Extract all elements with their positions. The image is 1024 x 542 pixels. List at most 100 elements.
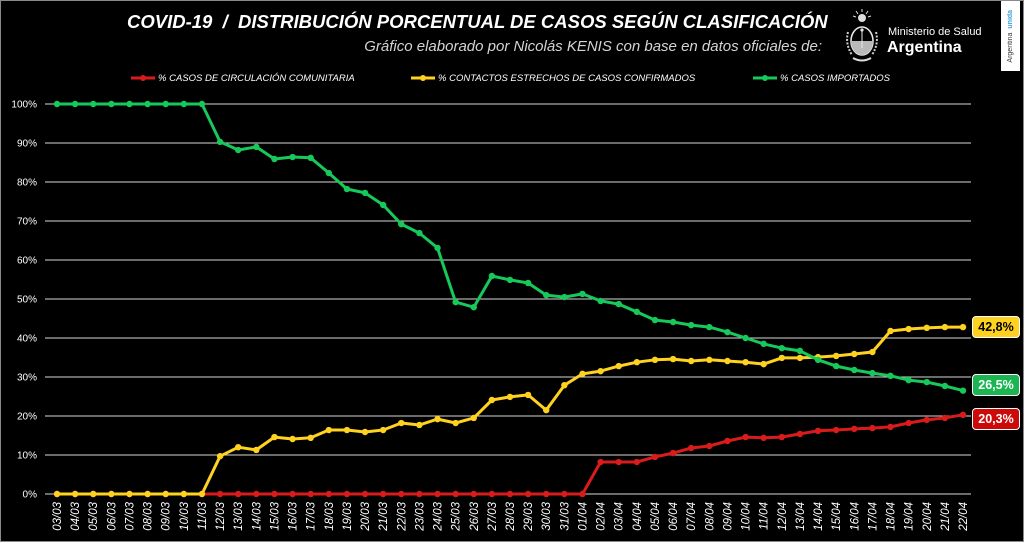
data-point-comunitaria <box>851 425 858 433</box>
data-point-contactos <box>778 354 785 362</box>
data-point-importados <box>53 100 61 108</box>
data-point-contactos <box>941 323 949 331</box>
data-point-importados <box>615 300 622 308</box>
legend-label-comunitaria: % CASOS DE CIRCULACIÓN COMUNITARIA <box>158 72 355 84</box>
legend-label-importados: % CASOS IMPORTADOS <box>780 72 890 84</box>
x-tick-label: 06/03 <box>106 501 118 530</box>
data-point-comunitaria <box>307 490 314 498</box>
data-point-importados <box>343 185 351 193</box>
x-tick-label: 30/03 <box>541 501 553 530</box>
legend-item-importados: % CASOS IMPORTADOS <box>752 72 890 84</box>
data-point-contactos <box>126 490 133 498</box>
argentina-unida-badge: Argentina unida <box>1001 1 1020 71</box>
data-point-contactos <box>869 348 876 356</box>
x-tick-label: 29/03 <box>523 501 535 531</box>
legend-item-comunitaria: % CASOS DE CIRCULACIÓN COMUNITARIA <box>130 72 355 84</box>
y-tick-label: 10% <box>17 451 37 462</box>
x-tick-label: 12/04 <box>777 502 789 531</box>
data-point-contactos <box>71 490 79 498</box>
data-point-importados <box>579 290 586 298</box>
y-tick-label: 30% <box>17 373 37 384</box>
x-tick-label: 14/04 <box>813 502 825 531</box>
x-tick-label: 21/03 <box>378 501 390 531</box>
data-point-importados <box>941 382 949 390</box>
data-point-contactos <box>108 490 115 498</box>
data-point-importados <box>688 321 695 329</box>
data-point-comunitaria <box>905 419 912 427</box>
data-point-comunitaria <box>398 490 405 498</box>
x-tick-label: 05/04 <box>650 502 662 531</box>
data-point-importados <box>760 340 767 348</box>
data-point-comunitaria <box>253 490 260 498</box>
data-point-importados <box>669 318 677 326</box>
x-tick-label: 14/03 <box>251 501 263 530</box>
data-point-contactos <box>832 352 840 360</box>
x-tick-label: 24/03 <box>433 501 445 531</box>
data-point-comunitaria <box>669 449 677 457</box>
x-tick-label: 21/04 <box>940 502 952 532</box>
data-point-importados <box>126 100 133 108</box>
x-tick-label: 03/03 <box>52 501 64 530</box>
data-point-contactos <box>524 391 532 399</box>
data-point-contactos <box>615 362 622 370</box>
end-label-contactos: 42,8% <box>972 316 1020 338</box>
data-point-comunitaria <box>959 411 967 419</box>
x-tick-label: 04/04 <box>632 502 644 531</box>
x-tick-label: 08/04 <box>704 502 716 531</box>
data-point-importados <box>796 347 804 355</box>
data-point-contactos <box>253 446 260 454</box>
data-point-comunitaria <box>941 414 949 422</box>
data-point-contactos <box>905 325 912 333</box>
data-point-comunitaria <box>434 490 441 498</box>
data-point-contactos <box>271 433 278 441</box>
data-point-comunitaria <box>325 490 332 498</box>
data-point-importados <box>506 276 514 284</box>
x-tick-label: 18/03 <box>324 501 336 530</box>
data-point-contactos <box>669 355 677 363</box>
data-point-importados <box>869 369 876 377</box>
x-tick-label: 08/03 <box>143 501 155 530</box>
series-contactos <box>53 323 967 498</box>
data-point-importados <box>271 155 278 163</box>
badge-main-text: Argentina <box>1007 32 1014 63</box>
data-point-importados <box>379 201 387 209</box>
data-point-importados <box>307 154 314 162</box>
data-point-contactos <box>543 406 550 414</box>
data-point-importados <box>706 323 713 331</box>
data-point-contactos <box>416 421 423 429</box>
data-point-comunitaria <box>796 430 804 438</box>
data-point-comunitaria <box>452 490 459 498</box>
coat-of-arms-icon <box>846 9 878 62</box>
data-point-importados <box>561 293 568 301</box>
data-point-importados <box>778 344 785 352</box>
gridlines <box>45 103 971 495</box>
data-point-comunitaria <box>724 437 731 445</box>
x-tick-label: 07/03 <box>124 501 136 530</box>
x-tick-label: 07/04 <box>686 502 698 531</box>
data-point-importados <box>851 366 858 374</box>
data-point-contactos <box>724 357 731 365</box>
data-point-importados <box>488 272 496 280</box>
data-point-importados <box>253 143 260 151</box>
data-point-comunitaria <box>778 433 785 441</box>
data-point-contactos <box>742 358 749 366</box>
data-point-comunitaria <box>869 424 876 432</box>
data-point-contactos <box>651 356 659 364</box>
data-point-contactos <box>488 396 496 404</box>
data-point-comunitaria <box>361 490 369 498</box>
data-point-comunitaria <box>579 490 586 498</box>
x-tick-label: 27/03 <box>487 501 499 531</box>
data-point-contactos <box>706 356 713 364</box>
legend-label-contactos: % CONTACTOS ESTRECHOS DE CASOS CONFIRMAD… <box>438 72 696 84</box>
data-point-contactos <box>90 490 97 498</box>
x-tick-label: 06/04 <box>668 502 680 531</box>
legend-swatch-comunitaria <box>131 75 155 81</box>
data-point-comunitaria <box>289 490 296 498</box>
data-point-comunitaria <box>832 426 840 434</box>
x-tick-label: 25/03 <box>451 501 463 531</box>
data-point-importados <box>180 100 188 108</box>
data-point-comunitaria <box>543 490 550 498</box>
x-tick-label: 03/04 <box>614 502 626 531</box>
data-point-contactos <box>452 419 459 427</box>
